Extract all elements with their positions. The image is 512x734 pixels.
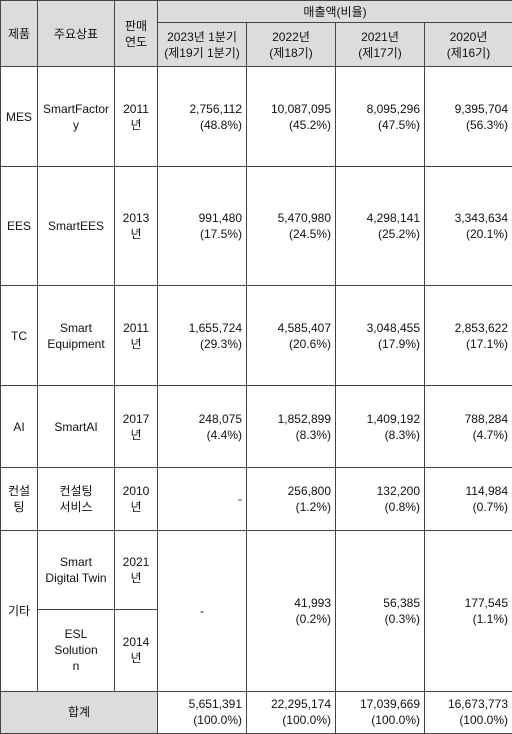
product-cell: 컨설 팅 <box>0 466 38 531</box>
year-cell: 2011년 <box>114 285 158 387</box>
value-cell: 1,852,899 (8.3%) <box>246 385 336 468</box>
total-value-cell: 16,673,773 (100.0%) <box>423 690 512 734</box>
product-cell: TC <box>0 285 38 387</box>
value-cell: 256,800 (1.2%) <box>246 466 336 531</box>
brand-cell: 컨설팅 서비스 <box>37 466 115 531</box>
value-cell: 3,343,634 (20.1%) <box>423 166 512 287</box>
value-cell: - <box>157 466 247 531</box>
total-row: 합계 5,651,391 (100.0%) 22,295,174 (100.0%) … <box>0 690 512 734</box>
table-row: MES SmartFactor y 2011년 2,756,112 (48.8%) … <box>0 65 512 168</box>
table-row: AI SmartAI 2017년 248,075 (4.4%) 1,852,899… <box>0 385 512 468</box>
value-cell: 177,545 (1.1%) <box>423 529 512 692</box>
value-cell: 991,480 (17.5%) <box>157 166 247 287</box>
year-cell: 2014년 <box>114 608 158 692</box>
year-cell: 2021년 <box>114 529 158 610</box>
header-period: 2023년 1분기 (제19기 1분기) <box>157 22 247 67</box>
header-launch-line: 연도 <box>124 34 148 49</box>
year-cell: 2017년 <box>114 385 158 468</box>
value-cell: 132,200 (0.8%) <box>335 466 425 531</box>
total-label: 합계 <box>0 690 158 734</box>
header-period: 2022년 (제18기) <box>246 22 336 67</box>
header-launch-year: 판매 연도 <box>114 0 158 67</box>
value-cell: 5,470,980 (24.5%) <box>246 166 336 287</box>
total-value-cell: 22,295,174 (100.0%) <box>246 690 336 734</box>
value-cell: 248,075 (4.4%) <box>157 385 247 468</box>
value-cell: - <box>157 529 247 692</box>
product-cell: AI <box>0 385 38 468</box>
year-cell: 2011년 <box>114 65 158 168</box>
value-cell: 4,585,407 (20.6%) <box>246 285 336 387</box>
value-cell: 788,284 (4.7%) <box>423 385 512 468</box>
header-period: 2021년 (제17기) <box>335 22 425 67</box>
table-row: EES SmartEES 2013년 991,480 (17.5%) 5,470,… <box>0 166 512 287</box>
brand-cell: ESL Solution n <box>37 608 115 692</box>
brand-cell: Smart Digital Twin <box>37 529 115 610</box>
year-cell: 2013년 <box>114 166 158 287</box>
brand-cell: SmartEES <box>37 166 115 287</box>
value-cell: 10,087,095 (45.2%) <box>246 65 336 168</box>
brand-cell: SmartFactor y <box>37 65 115 168</box>
table-row: 컨설 팅 컨설팅 서비스 2010년 - 256,800 (1.2%) 132,200… <box>0 466 512 531</box>
header-product: 제품 <box>0 0 38 67</box>
product-cell: MES <box>0 65 38 168</box>
value-cell: 9,395,704 (56.3%) <box>423 65 512 168</box>
product-cell: 기타 <box>0 529 38 692</box>
brand-cell: Smart Equipment <box>37 285 115 387</box>
table-row: ESL Solution n 2014년 <box>1 608 512 692</box>
value-cell: 41,993 (0.2%) <box>246 529 336 692</box>
total-value-cell: 5,651,391 (100.0%) <box>157 690 247 734</box>
table-row: 기타 Smart Digital Twin 2021년 - 41,993 (0.2%… <box>0 529 512 692</box>
value-cell: 2,853,622 (17.1%) <box>423 285 512 387</box>
total-value-cell: 17,039,669 (100.0%) <box>335 690 425 734</box>
year-cell: 2010년 <box>114 466 158 531</box>
header-launch-line: 판매 <box>124 18 148 33</box>
value-cell: 3,048,455 (17.9%) <box>335 285 425 387</box>
value-cell: 4,298,141 (25.2%) <box>335 166 425 287</box>
header-brand: 주요상표 <box>37 0 115 67</box>
value-cell: 2,756,112 (48.8%) <box>157 65 247 168</box>
table-row: TC Smart Equipment 2011년 1,655,724 (29.3%)… <box>0 285 512 387</box>
value-cell: 1,655,724 (29.3%) <box>157 285 247 387</box>
value-cell: 56,385 (0.3%) <box>335 529 425 692</box>
brand-cell: SmartAI <box>37 385 115 468</box>
header-period: 2020년 (제16기) <box>423 22 512 67</box>
header-sales: 매출액(비율) <box>156 0 512 23</box>
product-cell: EES <box>0 166 38 287</box>
value-cell: 8,095,296 (47.5%) <box>335 65 425 168</box>
value-cell: 114,984 (0.7%) <box>423 466 512 531</box>
value-cell: 1,409,192 (8.3%) <box>335 385 425 468</box>
